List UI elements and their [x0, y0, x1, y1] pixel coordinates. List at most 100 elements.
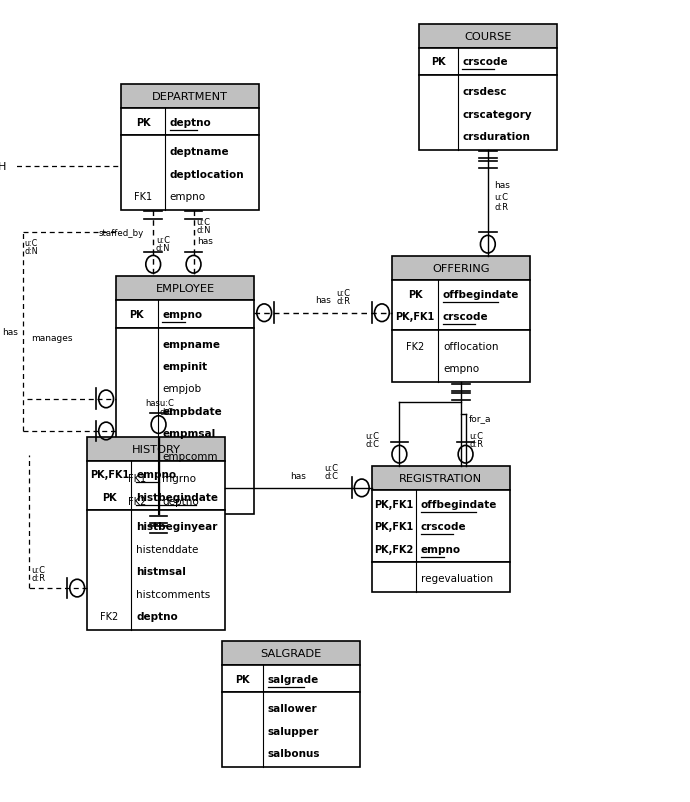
Text: hasu:C: hasu:C — [145, 398, 174, 407]
Text: salupper: salupper — [268, 726, 319, 736]
Text: empno: empno — [170, 192, 206, 202]
Text: offbegindate: offbegindate — [421, 500, 497, 509]
Text: empno: empno — [162, 310, 202, 319]
Bar — [221, 665, 359, 692]
Bar — [116, 328, 254, 515]
Text: deptno: deptno — [136, 611, 178, 622]
Bar — [372, 467, 510, 491]
Text: PK: PK — [102, 492, 117, 502]
Text: crscode: crscode — [462, 58, 508, 67]
Text: u:C: u:C — [196, 218, 210, 227]
Text: deptname: deptname — [170, 147, 229, 157]
Text: salbonus: salbonus — [268, 748, 320, 758]
Text: d:N: d:N — [156, 244, 170, 253]
Bar — [419, 25, 557, 49]
Text: empno: empno — [421, 544, 461, 554]
Text: d:N: d:N — [196, 226, 210, 235]
Text: HISTORY: HISTORY — [132, 444, 181, 454]
Bar — [121, 136, 259, 210]
Text: PK: PK — [431, 58, 446, 67]
Text: OFFERING: OFFERING — [432, 264, 490, 274]
Text: d:R: d:R — [337, 297, 351, 306]
Bar — [372, 563, 510, 593]
Text: has: has — [2, 328, 18, 337]
Text: crscode: crscode — [443, 312, 489, 322]
Text: d:R: d:R — [495, 202, 509, 211]
Text: d:C: d:C — [324, 472, 339, 480]
Text: u:C: u:C — [32, 565, 46, 574]
Text: empbdate: empbdate — [162, 407, 222, 416]
Text: COURSE: COURSE — [464, 32, 511, 42]
Bar — [221, 692, 359, 767]
Text: empjob: empjob — [162, 384, 201, 394]
Text: deptno: deptno — [162, 496, 199, 506]
Bar — [121, 85, 259, 109]
Text: empname: empname — [162, 339, 220, 349]
Text: histmsal: histmsal — [136, 566, 186, 577]
Text: PK: PK — [235, 674, 250, 684]
Text: FK1: FK1 — [134, 192, 152, 202]
Text: empcomm: empcomm — [162, 452, 218, 461]
Text: deptno: deptno — [170, 117, 212, 128]
Text: histbeginyear: histbeginyear — [136, 522, 217, 532]
Text: histbegindate: histbegindate — [136, 492, 218, 502]
Text: PK,FK1: PK,FK1 — [374, 500, 413, 509]
Text: d:C: d:C — [366, 439, 380, 448]
Text: deptlocation: deptlocation — [170, 169, 244, 180]
Text: sallower: sallower — [268, 703, 317, 714]
Text: empinit: empinit — [162, 362, 208, 371]
Bar — [116, 301, 254, 328]
Bar — [87, 461, 225, 511]
Bar — [116, 277, 254, 301]
Bar — [392, 257, 530, 281]
Bar — [121, 109, 259, 136]
Text: PK,FK1: PK,FK1 — [395, 312, 435, 322]
Text: PK,FK2: PK,FK2 — [374, 544, 413, 554]
Text: salgrade: salgrade — [268, 674, 319, 684]
Text: has: has — [197, 237, 213, 245]
Text: u:C: u:C — [366, 431, 380, 440]
Text: EMPLOYEE: EMPLOYEE — [155, 284, 215, 294]
Text: has: has — [290, 472, 306, 480]
Text: u:C: u:C — [25, 239, 38, 248]
Text: staffed_by: staffed_by — [98, 229, 144, 237]
Text: PK: PK — [136, 117, 150, 128]
Text: SALGRADE: SALGRADE — [260, 648, 322, 658]
Text: empno: empno — [136, 470, 176, 480]
Text: FK1: FK1 — [128, 474, 146, 484]
Text: d:R: d:R — [32, 573, 46, 582]
Text: crscode: crscode — [421, 522, 466, 532]
Text: d:R: d:R — [470, 439, 484, 448]
Text: crsduration: crsduration — [462, 132, 530, 142]
Text: FK2: FK2 — [128, 496, 146, 506]
Text: empmsal: empmsal — [162, 429, 215, 439]
Text: mgrno: mgrno — [162, 474, 196, 484]
Text: u:C: u:C — [324, 464, 339, 472]
Bar — [221, 641, 359, 665]
Text: H: H — [0, 161, 6, 172]
Bar — [419, 76, 557, 151]
Text: manages: manages — [31, 333, 72, 342]
Text: offlocation: offlocation — [443, 342, 498, 351]
Text: crsdesc: crsdesc — [462, 87, 506, 97]
Text: d:N: d:N — [25, 247, 39, 256]
Bar — [392, 281, 530, 330]
Text: histenddate: histenddate — [136, 544, 199, 554]
Text: FK2: FK2 — [100, 611, 119, 622]
Text: PK,FK1: PK,FK1 — [374, 522, 413, 532]
Text: u:C: u:C — [495, 192, 509, 201]
Text: u:C: u:C — [470, 431, 484, 440]
Text: u:C: u:C — [156, 236, 170, 245]
Text: PK: PK — [130, 310, 144, 319]
Bar — [419, 49, 557, 76]
Text: histcomments: histcomments — [136, 589, 210, 599]
Text: empno: empno — [443, 364, 479, 374]
Text: u:C: u:C — [337, 289, 351, 298]
Text: crscategory: crscategory — [462, 109, 532, 119]
Text: DEPARTMENT: DEPARTMENT — [152, 91, 228, 102]
Text: offbegindate: offbegindate — [443, 290, 520, 299]
Bar — [372, 491, 510, 563]
Bar — [392, 330, 530, 383]
Text: for_a: for_a — [469, 414, 491, 423]
Bar — [87, 437, 225, 461]
